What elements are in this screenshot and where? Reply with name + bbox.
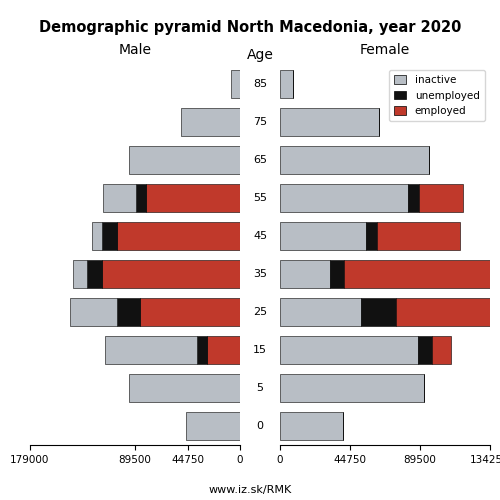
Legend: inactive, unemployed, employed: inactive, unemployed, employed <box>388 70 485 121</box>
Text: Demographic pyramid North Macedonia, year 2020: Demographic pyramid North Macedonia, yea… <box>39 20 461 35</box>
Bar <box>280 146 428 174</box>
Bar <box>140 298 240 326</box>
Text: 15: 15 <box>253 345 267 355</box>
Text: Age: Age <box>246 48 274 62</box>
Bar <box>344 260 490 288</box>
Text: 55: 55 <box>253 193 267 203</box>
Bar <box>330 260 344 288</box>
Bar <box>418 336 432 364</box>
Bar <box>196 336 207 364</box>
Bar <box>432 336 450 364</box>
Text: 85: 85 <box>253 79 267 89</box>
Bar <box>102 222 117 250</box>
Bar <box>186 412 240 440</box>
Bar <box>136 184 146 212</box>
Bar <box>366 222 377 250</box>
Bar <box>280 298 361 326</box>
Text: 0: 0 <box>256 421 264 431</box>
Bar <box>280 260 330 288</box>
Bar <box>88 260 102 288</box>
Bar <box>377 222 460 250</box>
Bar <box>146 184 240 212</box>
Text: 25: 25 <box>253 307 267 317</box>
Bar <box>280 184 408 212</box>
Bar <box>102 260 240 288</box>
Bar <box>128 146 240 174</box>
Bar <box>280 412 342 440</box>
Bar <box>230 70 240 98</box>
Bar <box>408 184 419 212</box>
Text: www.iz.sk/RMK: www.iz.sk/RMK <box>208 485 292 495</box>
Bar <box>92 222 102 250</box>
Text: 35: 35 <box>253 269 267 279</box>
Bar <box>182 108 240 136</box>
Text: Male: Male <box>118 44 152 58</box>
Text: 45: 45 <box>253 231 267 241</box>
Bar <box>280 70 292 98</box>
Bar <box>117 222 240 250</box>
Bar <box>207 336 240 364</box>
Bar <box>396 298 500 326</box>
Text: Female: Female <box>360 44 410 58</box>
Bar <box>280 336 417 364</box>
Bar <box>102 184 136 212</box>
Bar <box>74 260 88 288</box>
Bar <box>70 298 117 326</box>
Bar <box>117 298 140 326</box>
Bar <box>280 222 366 250</box>
Bar <box>105 336 196 364</box>
Bar <box>128 374 240 402</box>
Text: 5: 5 <box>256 383 264 393</box>
Bar <box>362 298 396 326</box>
Bar <box>419 184 463 212</box>
Bar <box>280 374 424 402</box>
Text: 65: 65 <box>253 155 267 165</box>
Text: 75: 75 <box>253 117 267 127</box>
Bar <box>280 108 378 136</box>
